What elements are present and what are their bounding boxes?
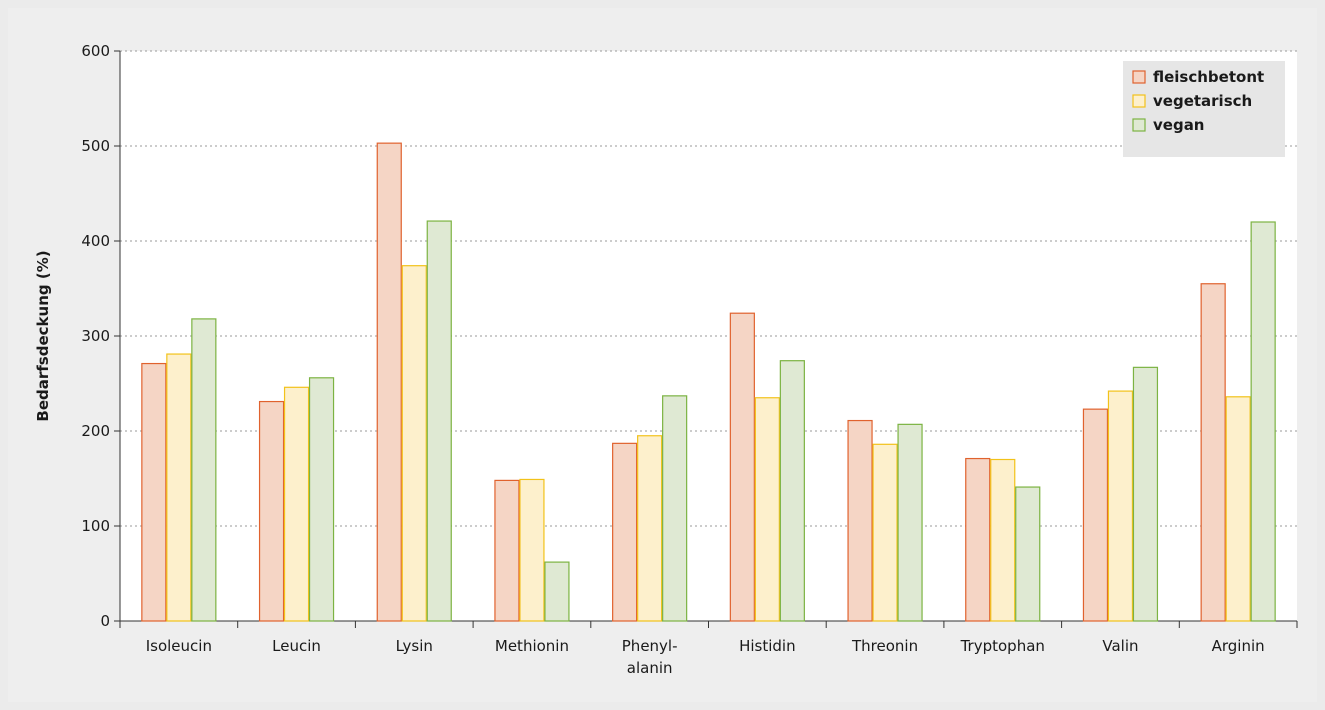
y-axis-title: Bedarfsdeckung (%) — [34, 250, 52, 421]
x-tick-label: Isoleucin — [146, 637, 212, 655]
y-tick-label: 500 — [81, 137, 110, 155]
y-tick-label: 200 — [81, 422, 110, 440]
y-tick-label: 300 — [81, 327, 110, 345]
y-tick-label: 0 — [100, 612, 110, 630]
bar — [401, 265, 427, 622]
bar — [779, 360, 805, 622]
bar — [897, 423, 923, 622]
bar — [637, 435, 663, 622]
bar — [258, 400, 285, 622]
bar — [1250, 221, 1276, 622]
bar-chart: 0 100 200 300 400 500 600 Bedarfsdeckung (%) Iso… — [34, 42, 1298, 677]
x-tick-label: Leucin — [272, 637, 321, 655]
x-tick-label: Arginin — [1212, 637, 1265, 655]
y-tick-label: 600 — [81, 42, 110, 60]
bar — [166, 353, 192, 622]
bar — [1015, 486, 1041, 622]
x-tick-label: alanin — [627, 659, 673, 677]
bar — [519, 478, 545, 622]
x-tick-label: Tryptophan — [960, 637, 1045, 655]
bar — [494, 479, 520, 622]
legend-swatch — [1132, 94, 1146, 108]
bar — [965, 457, 991, 622]
bar — [1132, 366, 1159, 622]
bar — [1107, 390, 1134, 622]
bar — [141, 362, 167, 622]
x-tick-label: Threonin — [851, 637, 918, 655]
bar — [308, 377, 335, 622]
bar — [1200, 283, 1226, 622]
x-tick-label: Histidin — [739, 637, 796, 655]
legend-swatch — [1132, 118, 1146, 132]
bar — [1082, 408, 1109, 622]
legend-label: fleischbetont — [1153, 68, 1264, 86]
legend-label: vegetarisch — [1153, 92, 1252, 110]
bar — [662, 395, 688, 622]
bar — [847, 419, 873, 622]
bar — [990, 458, 1016, 622]
x-tick-label: Phenyl- — [622, 637, 678, 655]
legend-label: vegan — [1153, 116, 1205, 134]
x-tick-label: Valin — [1102, 637, 1138, 655]
bar — [754, 397, 780, 622]
bar — [612, 442, 638, 622]
x-tick-label: Methionin — [495, 637, 569, 655]
bar — [729, 312, 755, 622]
bar — [376, 142, 402, 622]
y-tick-label: 400 — [81, 232, 110, 250]
y-tick-label: 100 — [81, 517, 110, 535]
bar — [872, 443, 898, 622]
bar — [544, 561, 570, 622]
bar — [1225, 396, 1251, 622]
bar — [426, 220, 452, 622]
bar — [191, 318, 217, 622]
legend-swatch — [1132, 70, 1146, 84]
bar — [283, 386, 310, 622]
legend — [1123, 61, 1285, 157]
chart-panel: 0 100 200 300 400 500 600 Bedarfsdeckung (%) Iso… — [8, 8, 1317, 702]
x-tick-label: Lysin — [396, 637, 433, 655]
